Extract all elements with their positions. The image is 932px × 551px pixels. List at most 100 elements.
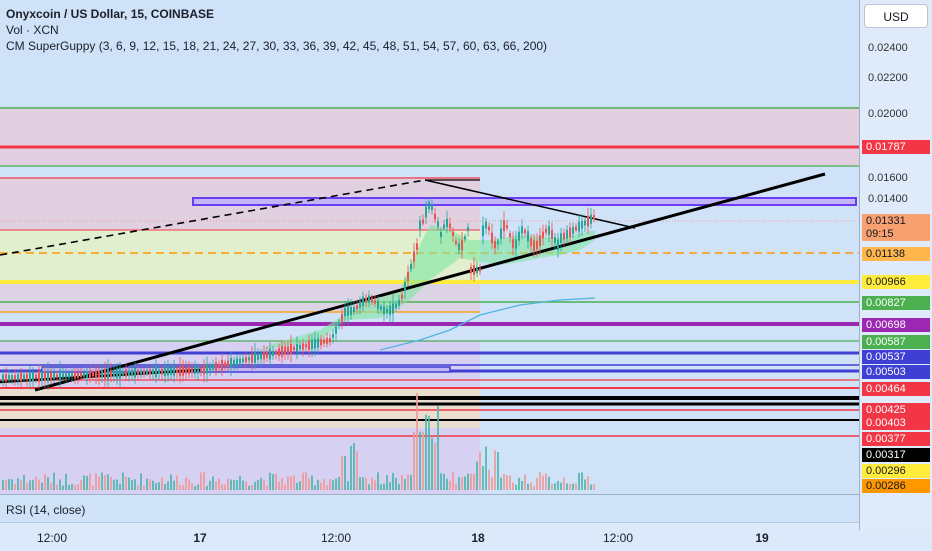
candle-body[interactable] — [368, 295, 370, 303]
candle-body[interactable] — [491, 232, 493, 244]
candle-body[interactable] — [383, 306, 385, 314]
candle-body[interactable] — [428, 201, 430, 210]
price-tag[interactable]: 0.00377 — [862, 432, 930, 446]
candle-body[interactable] — [221, 359, 223, 371]
candle-body[interactable] — [344, 307, 346, 317]
price-tag[interactable]: 0.00296 — [862, 464, 930, 478]
candle-body[interactable] — [533, 240, 535, 251]
currency-button[interactable]: USD — [864, 4, 928, 28]
candle-body[interactable] — [197, 366, 199, 374]
candle-body[interactable] — [530, 238, 532, 247]
candle-body[interactable] — [131, 369, 133, 376]
candle-body[interactable] — [38, 371, 40, 382]
candle-body[interactable] — [230, 358, 232, 369]
candle-body[interactable] — [284, 346, 286, 355]
volume-legend[interactable]: Vol · XCN — [6, 23, 59, 37]
candle-body[interactable] — [377, 300, 379, 310]
candle-body[interactable] — [23, 374, 25, 380]
candle-body[interactable] — [215, 362, 217, 371]
candle-body[interactable] — [458, 243, 460, 251]
candle-body[interactable] — [398, 300, 400, 306]
candle-body[interactable] — [416, 243, 418, 250]
candle-body[interactable] — [479, 268, 481, 272]
candle-body[interactable] — [8, 375, 10, 381]
candle-body[interactable] — [2, 374, 4, 382]
candle-body[interactable] — [119, 367, 121, 379]
candle-body[interactable] — [257, 353, 259, 360]
candle-body[interactable] — [173, 366, 175, 376]
rsi-pane[interactable]: RSI (14, close) — [0, 494, 859, 523]
candle-body[interactable] — [401, 294, 403, 299]
candle-body[interactable] — [11, 375, 13, 381]
candle-body[interactable] — [47, 370, 49, 382]
candle-body[interactable] — [143, 370, 145, 375]
price-tag[interactable]: 09:15 — [862, 227, 930, 241]
candle-body[interactable] — [212, 364, 214, 370]
candle-body[interactable] — [419, 220, 421, 230]
candle-body[interactable] — [113, 370, 115, 377]
candle-body[interactable] — [581, 220, 583, 229]
candle-body[interactable] — [488, 226, 490, 231]
candle-body[interactable] — [404, 282, 406, 292]
candle-body[interactable] — [176, 369, 178, 373]
candle-body[interactable] — [410, 263, 412, 270]
candle-body[interactable] — [554, 237, 556, 244]
candle-body[interactable] — [209, 365, 211, 371]
candle-body[interactable] — [557, 239, 559, 251]
candle-body[interactable] — [203, 364, 205, 375]
candle-body[interactable] — [470, 266, 472, 274]
candle-body[interactable] — [593, 215, 595, 220]
candle-body[interactable] — [572, 226, 574, 235]
candle-body[interactable] — [536, 240, 538, 250]
candle-body[interactable] — [146, 370, 148, 375]
candle-body[interactable] — [281, 345, 283, 357]
price-tag[interactable]: 0.00286 — [862, 479, 930, 493]
candle-body[interactable] — [86, 371, 88, 378]
rsi-label[interactable]: RSI (14, close) — [6, 503, 86, 517]
candle-body[interactable] — [248, 357, 250, 361]
candle-body[interactable] — [134, 367, 136, 378]
candle-body[interactable] — [293, 346, 295, 351]
candle-body[interactable] — [434, 213, 436, 220]
candle-body[interactable] — [356, 305, 358, 310]
candle-body[interactable] — [455, 240, 457, 244]
candle-body[interactable] — [74, 371, 76, 379]
candle-body[interactable] — [539, 235, 541, 247]
candle-body[interactable] — [62, 373, 64, 378]
candle-body[interactable] — [140, 370, 142, 375]
candle-body[interactable] — [413, 251, 415, 262]
candle-body[interactable] — [149, 369, 151, 375]
candle-body[interactable] — [20, 373, 22, 382]
candle-body[interactable] — [494, 241, 496, 249]
candle-body[interactable] — [374, 300, 376, 304]
candle-body[interactable] — [167, 366, 169, 376]
candle-body[interactable] — [524, 229, 526, 234]
candle-body[interactable] — [521, 226, 523, 234]
candle-body[interactable] — [17, 374, 19, 381]
candle-body[interactable] — [56, 374, 58, 378]
candle-body[interactable] — [5, 374, 7, 382]
candle-body[interactable] — [98, 370, 100, 378]
candle-body[interactable] — [266, 351, 268, 358]
candle-body[interactable] — [509, 233, 511, 238]
candle-body[interactable] — [83, 372, 85, 377]
candle-body[interactable] — [443, 224, 445, 229]
price-tag[interactable]: 0.00317 — [862, 448, 930, 462]
candle-body[interactable] — [365, 297, 367, 302]
symbol-title[interactable]: Onyxcoin / US Dollar, 15, COINBASE — [6, 7, 215, 21]
candle-body[interactable] — [587, 215, 589, 227]
candle-body[interactable] — [182, 365, 184, 376]
candle-body[interactable] — [476, 266, 478, 274]
candle-body[interactable] — [107, 368, 109, 379]
price-tag[interactable]: 0.00587 — [862, 335, 930, 349]
candle-body[interactable] — [206, 363, 208, 374]
candle-body[interactable] — [497, 240, 499, 245]
candle-body[interactable] — [563, 232, 565, 240]
candle-body[interactable] — [350, 306, 352, 315]
candle-body[interactable] — [218, 364, 220, 368]
candle-body[interactable] — [104, 368, 106, 379]
candle-body[interactable] — [308, 340, 310, 350]
candle-body[interactable] — [278, 347, 280, 357]
candle-body[interactable] — [359, 300, 361, 308]
candle-body[interactable] — [446, 218, 448, 228]
